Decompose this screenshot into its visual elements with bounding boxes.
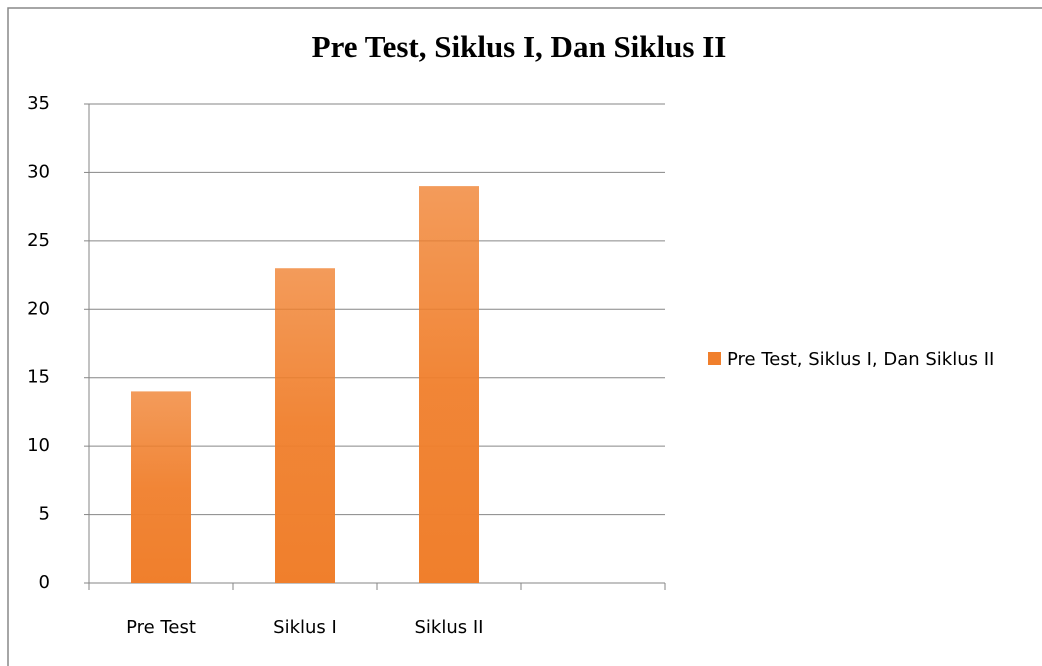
chart-frame [7, 7, 1042, 666]
y-tick-label: 15 [27, 367, 50, 388]
x-tick-label: Siklus I [273, 617, 337, 638]
bar [275, 268, 335, 583]
legend: Pre Test, Siklus I, Dan Siklus II [708, 344, 1038, 376]
y-tick-label: 25 [27, 230, 50, 251]
chart-title: Pre Test, Siklus I, Dan Siklus II [312, 29, 727, 64]
legend-swatch [708, 352, 721, 365]
y-tick-label: 30 [27, 161, 50, 182]
y-tick-label: 20 [27, 298, 50, 319]
y-tick-label: 35 [27, 93, 50, 114]
bar [131, 391, 191, 583]
y-tick-label: 10 [27, 435, 50, 456]
y-tick-label: 5 [39, 504, 50, 525]
x-tick-label: Pre Test [126, 617, 196, 638]
x-tick-label: Siklus II [415, 617, 484, 638]
legend-label: Pre Test, Siklus I, Dan Siklus II [727, 349, 995, 370]
y-tick-label: 0 [39, 572, 50, 593]
bar [419, 186, 479, 583]
